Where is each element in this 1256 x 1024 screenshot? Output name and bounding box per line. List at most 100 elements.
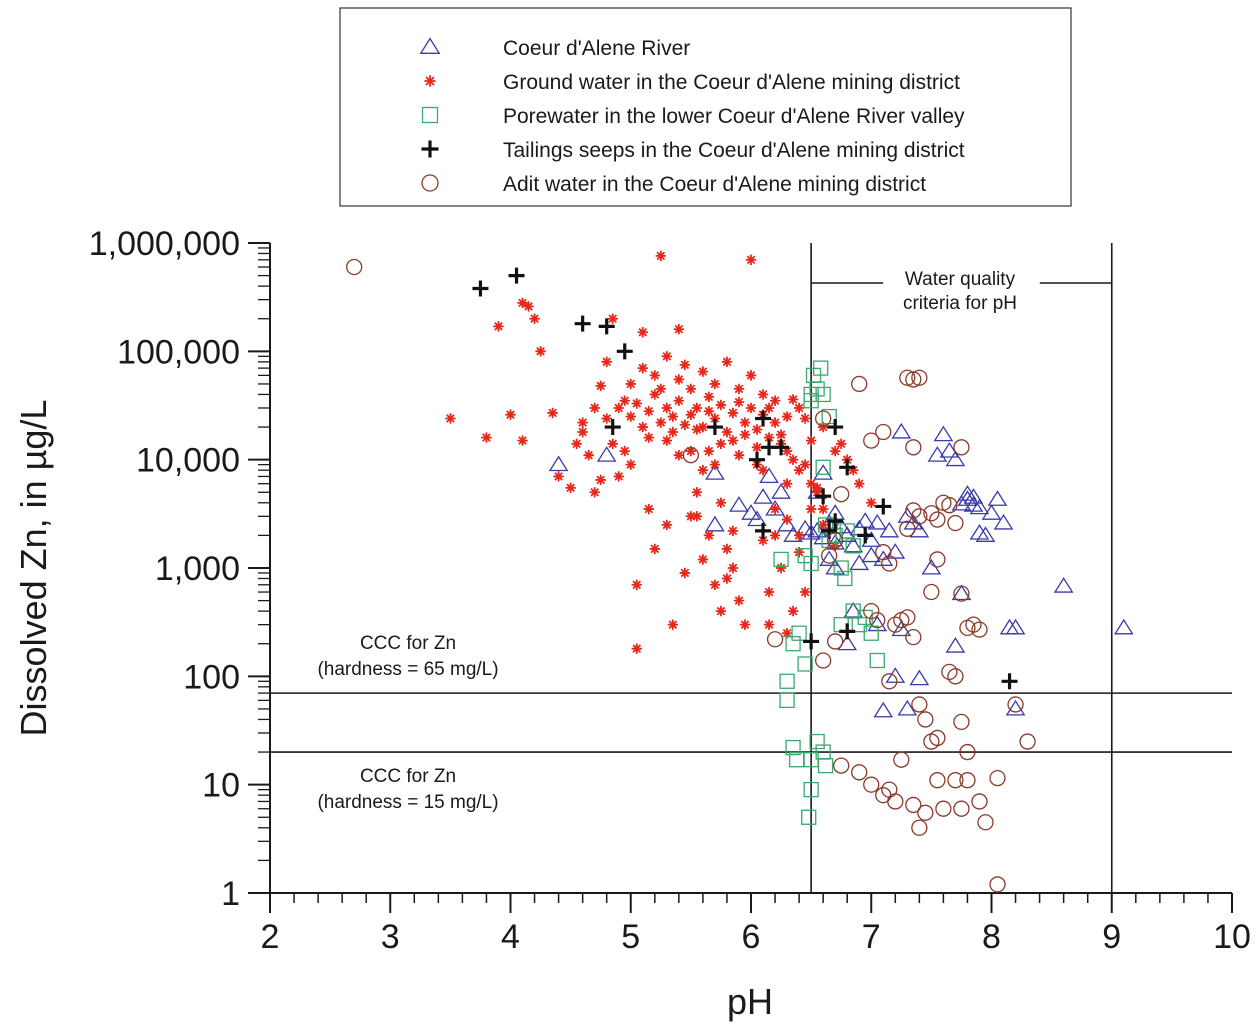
data-point	[1005, 699, 1026, 716]
data-point	[769, 417, 781, 428]
data-point	[631, 643, 642, 654]
data-point	[817, 503, 829, 515]
data-point	[729, 496, 749, 512]
data-point	[787, 454, 799, 465]
data-point	[929, 511, 946, 528]
data-point	[947, 772, 964, 789]
data-point	[583, 449, 594, 461]
data-point	[547, 407, 558, 419]
data-point	[667, 411, 679, 422]
data-point	[917, 804, 934, 821]
data-point	[667, 619, 679, 630]
legend-box	[339, 7, 1072, 207]
data-point	[953, 585, 970, 602]
data-point	[843, 536, 864, 553]
data-point	[839, 623, 856, 640]
data-point	[757, 389, 769, 400]
data-point	[787, 394, 799, 405]
x-tick-label: 8	[982, 918, 1001, 956]
annotations: Water quality criteria for pH CCC for Zn…	[317, 269, 1017, 813]
y-tick-label: 10,000	[136, 442, 240, 480]
data-point	[989, 769, 1006, 787]
data-point	[801, 523, 821, 540]
data-point	[733, 383, 745, 395]
data-point	[867, 615, 888, 632]
data-point	[827, 633, 844, 650]
data-point	[596, 446, 617, 462]
legend-marker-asterisk	[424, 75, 436, 87]
ph-criteria-label-line1: Water quality	[905, 269, 1016, 290]
data-point	[969, 523, 990, 540]
data-point	[813, 360, 829, 376]
data-point	[697, 464, 709, 476]
data-point	[673, 374, 685, 385]
data-point	[745, 254, 757, 265]
ccc-15-label-line1: CCC for Zn	[360, 766, 456, 787]
data-point	[727, 407, 739, 419]
data-point	[869, 612, 886, 629]
data-point	[703, 530, 715, 541]
data-point	[981, 504, 1002, 520]
data-point	[941, 497, 958, 514]
y-tick-label: 1	[221, 875, 240, 913]
data-point	[809, 381, 825, 397]
ccc-15-label-line2: (hardness = 15 mg/L)	[317, 792, 498, 813]
data-point	[1007, 696, 1024, 713]
data-point	[697, 421, 709, 433]
data-point	[631, 579, 642, 590]
y-tick-label: 100,000	[117, 333, 240, 371]
data-point	[769, 503, 781, 515]
data-point	[757, 464, 769, 476]
legend-marker-circle	[421, 174, 439, 192]
data-point	[673, 324, 685, 335]
data-point	[727, 525, 739, 537]
data-point	[854, 478, 865, 489]
data-point	[799, 586, 811, 598]
data-point	[631, 398, 642, 409]
data-point	[703, 391, 715, 403]
data-point	[1113, 618, 1134, 635]
data-point	[891, 422, 912, 439]
data-point	[817, 519, 829, 531]
data-point	[813, 528, 833, 545]
data-point	[993, 513, 1014, 530]
data-point	[493, 321, 504, 332]
data-point	[755, 410, 772, 427]
data-point	[863, 432, 880, 449]
data-point	[775, 429, 787, 440]
data-point	[691, 402, 703, 414]
data-point	[655, 383, 667, 395]
data-point	[765, 499, 785, 516]
data-point	[793, 530, 805, 541]
data-point	[861, 546, 882, 563]
data-point	[803, 393, 819, 409]
series-square	[773, 360, 885, 825]
data-point	[855, 512, 876, 528]
data-point	[643, 432, 654, 443]
data-point	[595, 380, 606, 392]
data-point	[899, 520, 916, 537]
data-point	[911, 696, 928, 713]
data-point	[1019, 733, 1036, 750]
data-point	[911, 369, 928, 386]
data-point	[661, 435, 673, 446]
data-point	[803, 633, 820, 650]
data-point	[905, 628, 922, 646]
data-point	[799, 459, 811, 470]
data-point	[905, 439, 922, 456]
data-point	[911, 508, 928, 525]
data-point	[815, 488, 832, 505]
data-point	[505, 409, 516, 420]
data-point	[959, 772, 976, 789]
data-point	[945, 637, 966, 653]
data-point	[715, 497, 727, 508]
data-point	[709, 413, 721, 424]
data-point	[899, 609, 916, 626]
data-point	[553, 471, 564, 482]
data-point	[517, 435, 528, 446]
x-tick-label: 9	[1102, 918, 1121, 956]
data-point	[739, 619, 751, 630]
data-point	[965, 616, 982, 633]
data-point	[857, 527, 874, 544]
data-point	[781, 411, 793, 422]
